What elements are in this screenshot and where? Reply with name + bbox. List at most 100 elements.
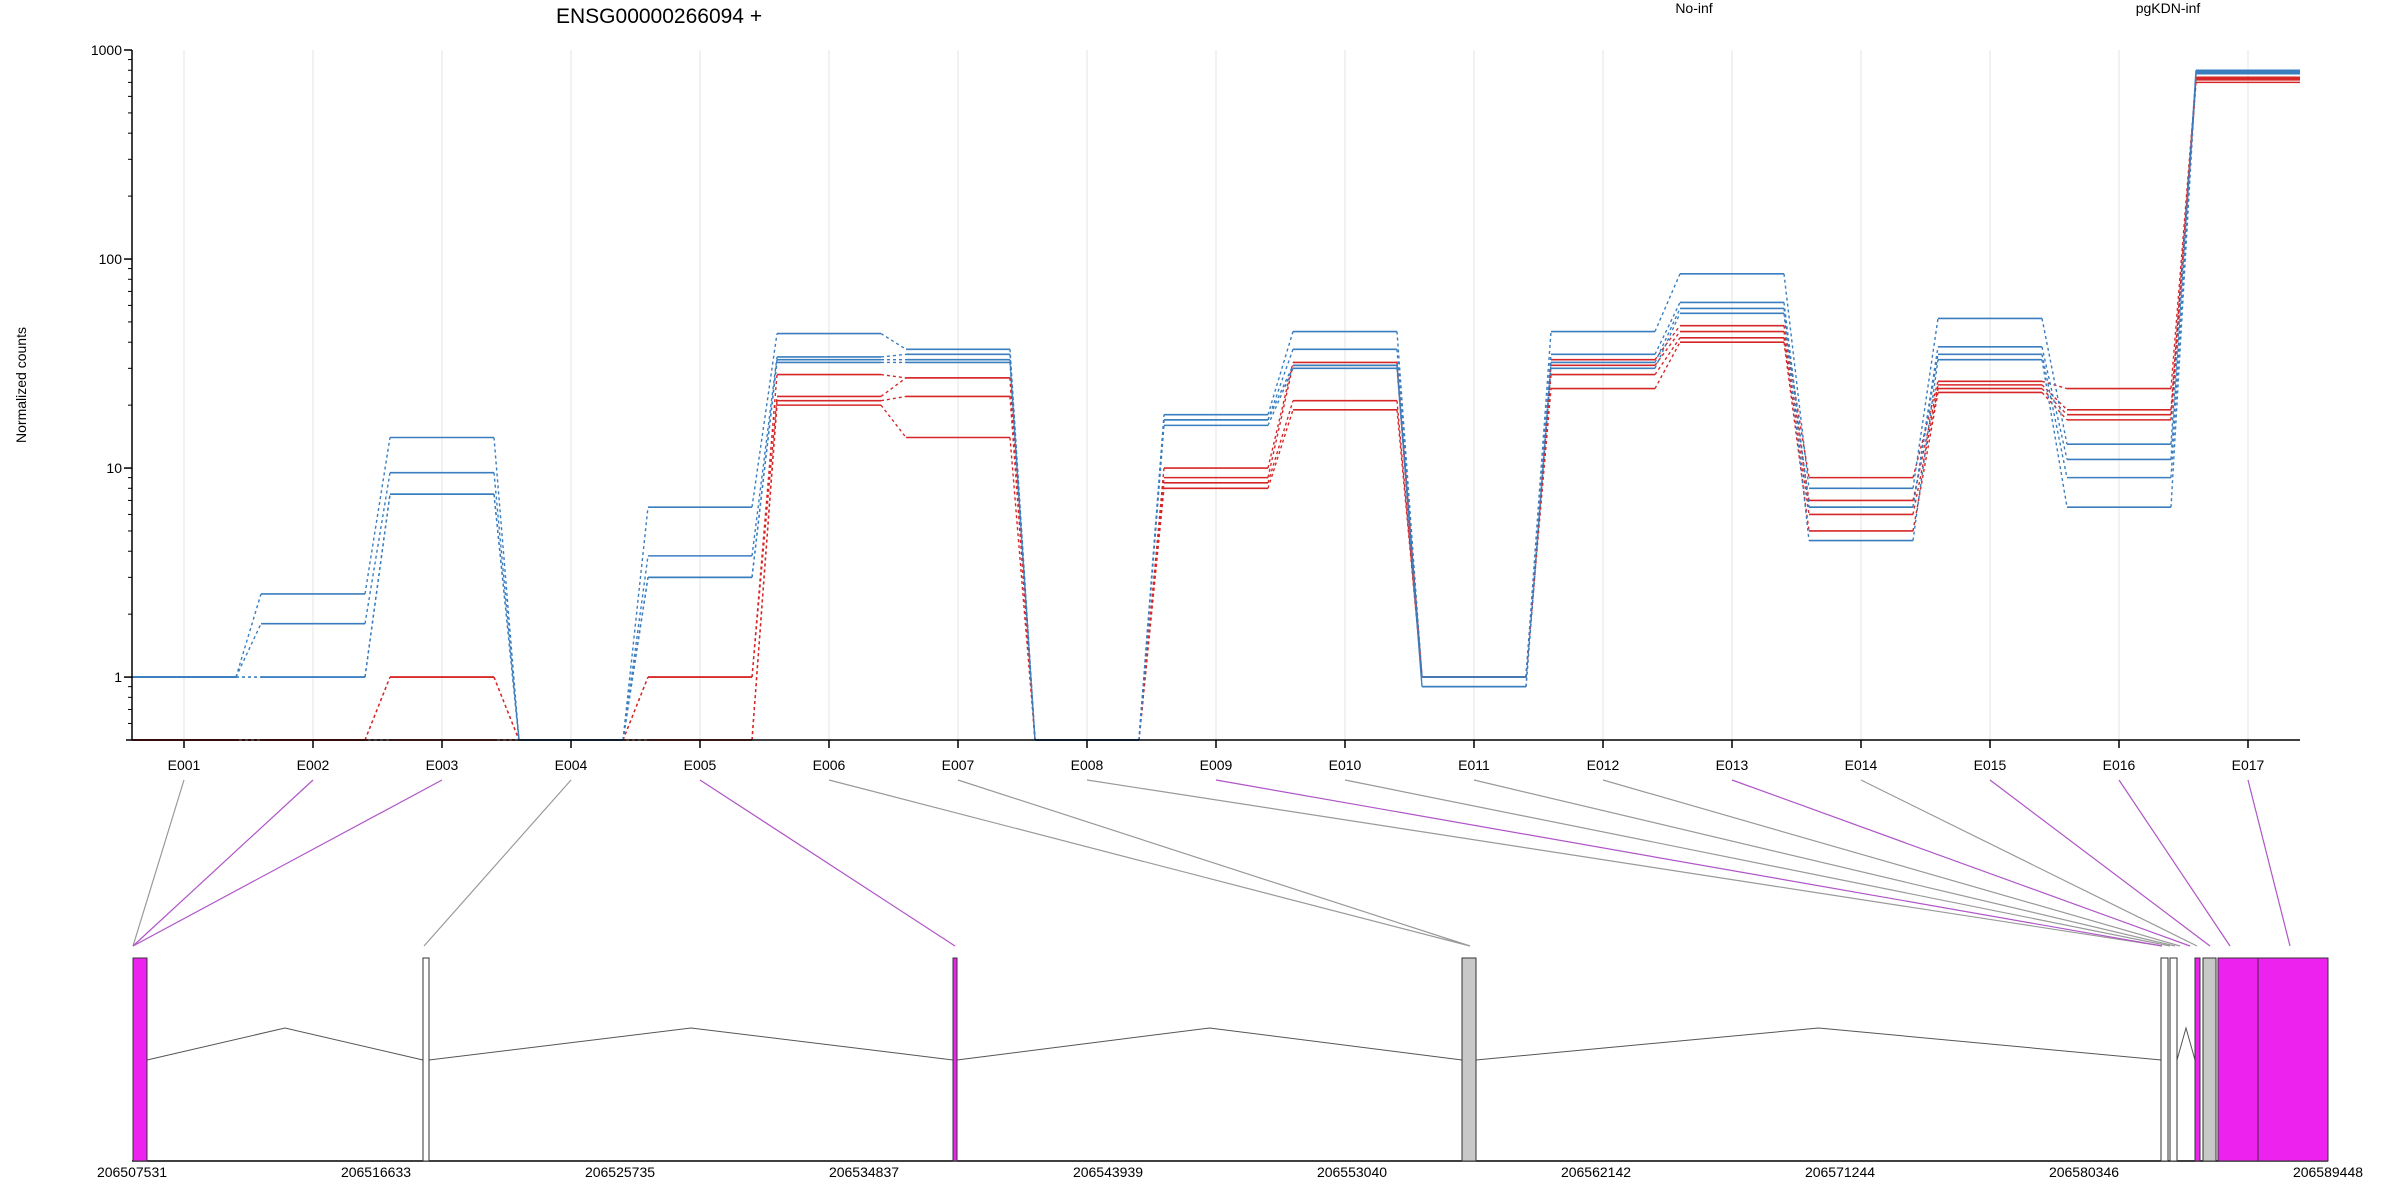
link-e003 bbox=[493, 437, 520, 741]
x-tick-label-e013: E013 bbox=[1716, 757, 1749, 773]
link-e003 bbox=[493, 676, 520, 741]
genomic-tick-206516633: 206516633 bbox=[341, 1164, 411, 1180]
link-e012 bbox=[1654, 337, 1681, 375]
link-e009 bbox=[1267, 400, 1294, 484]
link-e014 bbox=[1912, 388, 1939, 515]
y-axis-label: Normalized counts bbox=[13, 327, 29, 443]
x-tick-label-e001: E001 bbox=[168, 757, 201, 773]
chart-title: ENSG00000266094 + bbox=[556, 5, 762, 28]
link-e013 bbox=[1783, 302, 1810, 508]
connector-e009 bbox=[1215, 779, 2163, 947]
link-e006 bbox=[880, 353, 907, 358]
link-e012 bbox=[1654, 341, 1681, 389]
connector-e002 bbox=[132, 779, 314, 947]
link-e015 bbox=[2041, 354, 2068, 478]
link-e014 bbox=[1912, 318, 1939, 489]
link-e003 bbox=[493, 494, 520, 741]
link-e005 bbox=[751, 400, 778, 741]
link-e006 bbox=[880, 377, 907, 398]
x-tick-label-e016: E016 bbox=[2103, 757, 2136, 773]
link-e012 bbox=[1654, 313, 1681, 369]
link-e009 bbox=[1267, 409, 1294, 489]
genomic-tick-206562142: 206562142 bbox=[1561, 1164, 1631, 1180]
genomic-tick-206589448: 206589448 bbox=[2293, 1164, 2363, 1180]
x-tick-label-e010: E010 bbox=[1329, 757, 1362, 773]
link-e009 bbox=[1267, 362, 1294, 469]
connector-e003 bbox=[132, 779, 443, 947]
x-tick-label-e002: E002 bbox=[297, 757, 330, 773]
x-tick-label-e009: E009 bbox=[1200, 757, 1233, 773]
connector-e007 bbox=[957, 779, 1471, 947]
x-tick-label-e007: E007 bbox=[942, 757, 975, 773]
x-tick-label-e012: E012 bbox=[1587, 757, 1620, 773]
link-e012 bbox=[1654, 302, 1681, 355]
link-e006 bbox=[880, 395, 907, 402]
exon-box-2 bbox=[952, 957, 958, 1162]
connector-e010 bbox=[1344, 779, 2171, 947]
genomic-tick-206534837: 206534837 bbox=[829, 1164, 899, 1180]
link-e002 bbox=[364, 676, 391, 741]
link-e005 bbox=[751, 396, 778, 678]
connector-e004 bbox=[423, 779, 572, 947]
link-e003 bbox=[493, 676, 520, 741]
link-e010 bbox=[1396, 368, 1423, 687]
link-e004 bbox=[622, 555, 649, 741]
intron-0 bbox=[146, 1027, 424, 1061]
exon-box-8 bbox=[2217, 957, 2259, 1162]
intron-4 bbox=[2176, 1026, 2196, 1061]
series-pgkdn-inf-7 bbox=[132, 69, 2300, 741]
link-e005 bbox=[751, 374, 778, 678]
grid-lines bbox=[183, 50, 2249, 740]
y-tick-label-1: 1 bbox=[114, 669, 122, 685]
intron-3 bbox=[1475, 1027, 2162, 1061]
genomic-tick-206571244: 206571244 bbox=[1805, 1164, 1875, 1180]
intron-1 bbox=[428, 1027, 954, 1061]
link-e016 bbox=[2170, 73, 2197, 508]
x-tick-label-e014: E014 bbox=[1845, 757, 1878, 773]
link-e013 bbox=[1783, 342, 1810, 532]
link-e013 bbox=[1783, 337, 1810, 515]
link-e005 bbox=[751, 359, 778, 578]
legend-pgkdn-inf: pgKDN-inf bbox=[2136, 0, 2201, 16]
x-tick-label-e011: E011 bbox=[1458, 757, 1490, 773]
y-tick-label-10: 10 bbox=[106, 460, 122, 476]
link-e011 bbox=[1525, 362, 1552, 687]
link-e015 bbox=[2041, 359, 2068, 508]
connector-e017 bbox=[2247, 779, 2291, 947]
x-tick-label-e004: E004 bbox=[555, 757, 588, 773]
y-tick-label-1000: 1000 bbox=[91, 42, 122, 58]
link-e010 bbox=[1396, 331, 1423, 678]
exon-box-1 bbox=[422, 957, 430, 1162]
link-e010 bbox=[1396, 400, 1423, 678]
link-e012 bbox=[1654, 325, 1681, 361]
link-e012 bbox=[1654, 273, 1681, 332]
connector-e013 bbox=[1731, 779, 2191, 947]
exon-box-0 bbox=[132, 957, 148, 1162]
link-e004 bbox=[622, 676, 649, 741]
link-e013 bbox=[1783, 331, 1810, 501]
link-e016 bbox=[2170, 79, 2197, 415]
link-e001 bbox=[235, 593, 262, 678]
link-e002 bbox=[364, 437, 391, 595]
link-e008 bbox=[1138, 467, 1165, 741]
connector-e006 bbox=[828, 779, 1471, 947]
genomic-tick-206507531: 206507531 bbox=[97, 1164, 167, 1180]
link-e009 bbox=[1267, 365, 1294, 478]
link-e006 bbox=[880, 373, 907, 379]
exon-box-9 bbox=[2257, 957, 2329, 1162]
genomic-tick-206580346: 206580346 bbox=[2049, 1164, 2119, 1180]
link-e005 bbox=[751, 333, 778, 508]
link-e006 bbox=[880, 332, 907, 350]
link-e016 bbox=[2170, 70, 2197, 445]
link-e009 bbox=[1267, 368, 1294, 426]
x-tick-label-e006: E006 bbox=[813, 757, 846, 773]
genomic-tick-206543939: 206543939 bbox=[1073, 1164, 1143, 1180]
link-e002 bbox=[364, 472, 391, 624]
link-e007 bbox=[1009, 349, 1036, 741]
exon-connectors bbox=[132, 779, 2291, 947]
legend-no-inf: No-inf bbox=[1675, 0, 1712, 16]
link-e016 bbox=[2170, 71, 2197, 460]
genomic-tick-206525735: 206525735 bbox=[585, 1164, 655, 1180]
connector-e012 bbox=[1602, 779, 2181, 947]
